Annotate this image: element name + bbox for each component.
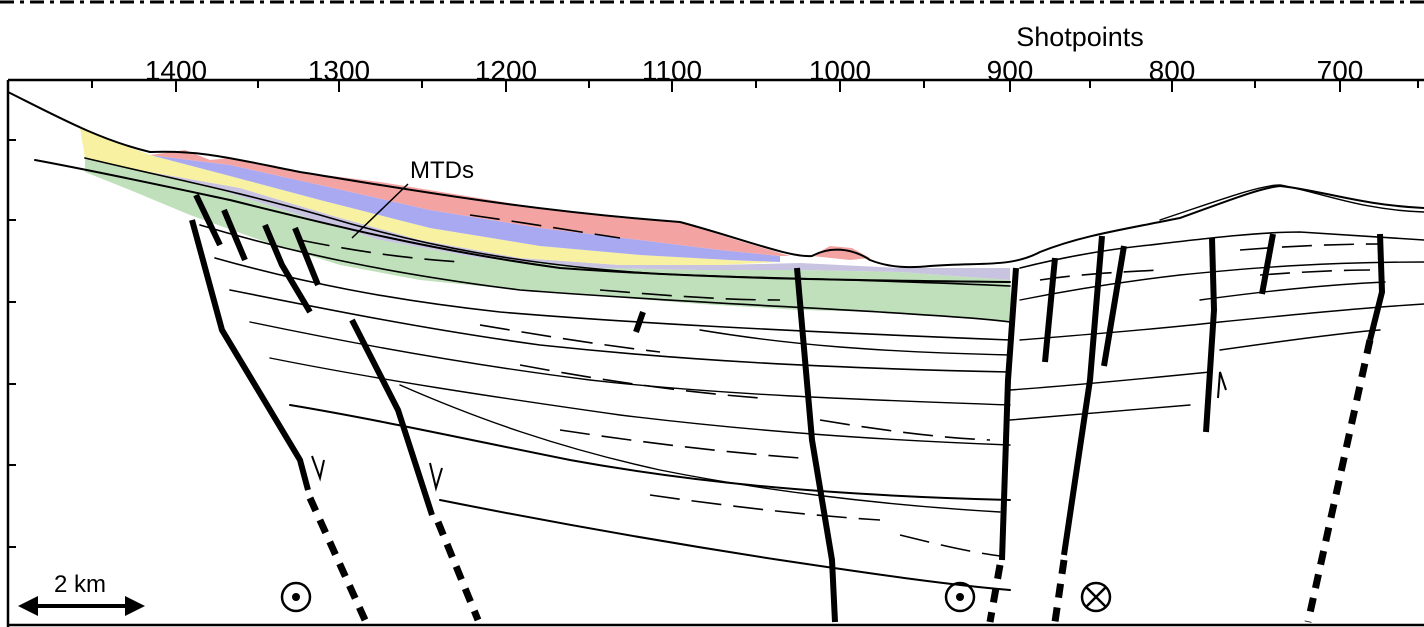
fault-9 [999, 267, 1019, 561]
horizon-4 [199, 224, 1011, 323]
scale-bar: 2 km [18, 571, 145, 616]
fault-7 [633, 311, 646, 333]
fault-6 [349, 318, 435, 516]
mtds-label: MTDs [410, 157, 474, 184]
fault-10 [1042, 257, 1058, 363]
fault-12 [1101, 245, 1127, 367]
horizon-3 [84, 157, 1011, 287]
shotpoint-tick-labels: 1400 1300 1200 1100 1000 900 800 700 [145, 55, 1364, 86]
colored-units [80, 128, 1012, 322]
horizon-east-2 [1019, 261, 1424, 301]
seafloor-horizon [7, 91, 1424, 269]
horizon-9 [289, 404, 1011, 501]
horizon-6 [229, 289, 1011, 373]
out-of-page-symbol-2 [944, 581, 976, 613]
scale-bar-label: 2 km [54, 571, 106, 598]
fault-13 [1203, 237, 1218, 433]
horizon-11 [439, 499, 1011, 591]
fault-1 [189, 219, 311, 491]
fault-extensions [306, 339, 1374, 623]
half-arrow-1 [311, 455, 325, 482]
horizon-east-4 [1009, 371, 1211, 391]
mtds-leader-line [351, 183, 409, 239]
half-arrow-3 [1217, 371, 1227, 399]
fault-8 [794, 267, 838, 623]
horizon-east-3 [1019, 303, 1424, 341]
fault-sense-arrows [311, 371, 1227, 492]
horizon-east-6 [1219, 329, 1381, 351]
fault-5 [292, 226, 321, 287]
red-unit-small [812, 246, 870, 260]
axis-title-shotpoints: Shotpoints [1016, 22, 1144, 52]
scale-bar-arrow-right [125, 596, 145, 616]
half-arrow-2 [429, 462, 443, 492]
fault-15 [1367, 233, 1386, 341]
fault-2 [193, 193, 223, 247]
top-axis-ticks [91, 80, 1419, 92]
fault-4 [262, 223, 313, 314]
horizon-7 [249, 321, 1011, 406]
left-axis-ticks [8, 139, 16, 548]
yellow-unit [80, 128, 780, 265]
horizon-5 [214, 257, 1011, 341]
scale-bar-arrow-left [18, 596, 38, 616]
lavender-unit [150, 172, 1010, 280]
out-of-page-symbol-1 [280, 581, 312, 613]
plot-frame [6, 78, 1424, 627]
dashed-reflectors [299, 214, 1381, 557]
into-page-symbol [1080, 581, 1112, 613]
red-unit [150, 150, 790, 256]
horizon-dome [1159, 184, 1424, 221]
horizon-10 [399, 384, 1001, 513]
blue-unit [150, 155, 780, 262]
horizon-east-7 [1199, 281, 1386, 301]
fault-11 [1061, 235, 1105, 556]
horizon-12 [699, 329, 1011, 356]
fault-14 [1259, 233, 1276, 295]
fault-3 [221, 208, 248, 262]
green-unit [85, 158, 1012, 322]
faults [189, 193, 1386, 623]
horizon-east-5 [1009, 404, 1191, 421]
horizon-east-1 [1019, 231, 1424, 269]
